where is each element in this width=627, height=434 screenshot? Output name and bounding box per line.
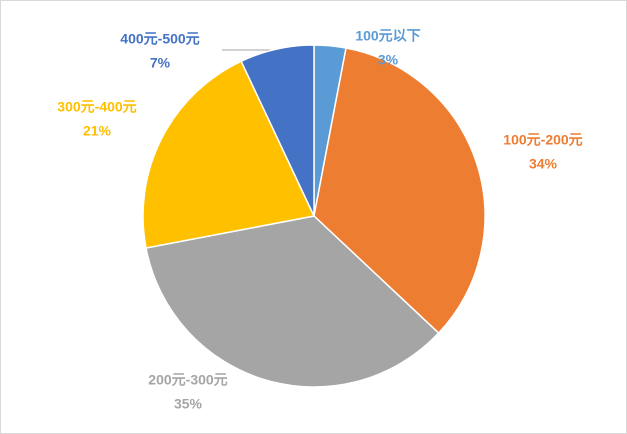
slice-percent: 3%: [378, 52, 399, 68]
slice-label: 300元-400元: [57, 99, 136, 115]
slice-label: 100元-200元: [503, 132, 582, 148]
slice-percent: 21%: [83, 123, 112, 139]
pie-slice: [240, 44, 315, 217]
slice-label: 100元以下: [355, 28, 420, 44]
slice-percent: 34%: [529, 156, 558, 172]
slice-label: 400元-500元: [120, 31, 199, 47]
pie-slice: [142, 60, 316, 249]
pie-slice: [313, 47, 486, 335]
slice-percent: 35%: [174, 396, 203, 412]
slice-label: 200元-300元: [148, 372, 227, 388]
pie-slice: [145, 215, 440, 388]
slice-percent: 7%: [150, 55, 171, 71]
